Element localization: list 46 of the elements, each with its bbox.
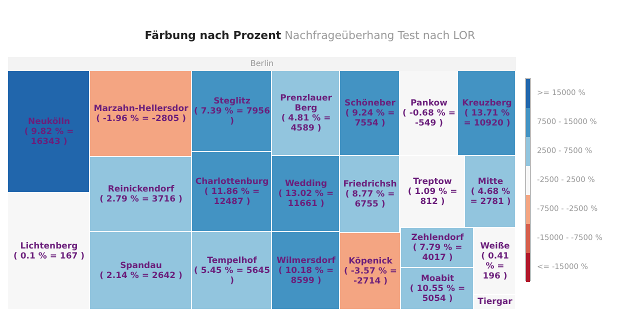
- data-label: ( -1.96 % = -2805 ): [96, 114, 186, 124]
- data-label: ( 0.1 % = 167 ): [13, 252, 85, 262]
- category-label: Schöneber: [344, 98, 396, 109]
- data-label: ( 9.24 % = 7554 ): [345, 108, 395, 129]
- category-label: Friedrichsh: [343, 180, 397, 190]
- data-label: ( 13.02 % = 11661 ): [278, 189, 334, 210]
- category-label: Lichtenberg: [20, 242, 78, 252]
- category-label: Moabit: [420, 274, 454, 284]
- data-label: ( 4.68 % = 2781 ): [470, 187, 511, 208]
- data-label: ( 4.81 % = 4589 ): [281, 114, 331, 134]
- category-label: Neukölln: [28, 117, 70, 128]
- data-label: ( -3.57 % = -2714 ): [344, 266, 397, 287]
- category-label: Prenzlauer Berg: [280, 94, 333, 114]
- category-label: Tiergar: [478, 297, 514, 308]
- category-label: Marzahn-Hellersdor: [94, 104, 190, 114]
- data-label: ( 10.18 % = 8599 ): [278, 266, 334, 286]
- data-label: ( 1.09 % = 812 ): [408, 187, 458, 208]
- data-label: ( 2.14 % = 2642 ): [100, 271, 183, 282]
- category-label: Pankow: [410, 98, 448, 109]
- category-label: Charlottenburg: [195, 177, 269, 188]
- data-label: ( 10.55 % = 5054 ): [410, 284, 466, 304]
- category-label: Wilmersdorf: [276, 256, 336, 266]
- category-label: Reinickendorf: [108, 184, 174, 195]
- data-label: ( -0.68 % = -549 ): [402, 108, 456, 129]
- category-label: Treptow: [413, 177, 452, 188]
- category-label: Tempelhof: [207, 256, 258, 266]
- category-label: Spandau: [120, 261, 162, 272]
- data-label: ( 0.41 % = 196 ): [481, 252, 509, 282]
- data-label: ( 5.45 % = 5645 ): [194, 266, 270, 286]
- category-label: Zehlendorf: [411, 233, 464, 244]
- data-label: ( 13.71 % = 10920 ): [464, 108, 510, 129]
- category-label: Weiße: [480, 242, 510, 252]
- data-label: ( 11.86 % = 12487 ): [204, 187, 260, 208]
- category-label: Mitte: [478, 177, 504, 188]
- data-label: ( 7.39 % = 7956 ): [194, 106, 270, 127]
- data-label: ( 8.77 % = 6755 ): [345, 190, 395, 210]
- category-label: Wedding: [284, 179, 328, 190]
- data-label: ( 7.79 % = 4017 ): [412, 243, 462, 264]
- category-label: Steglitz: [214, 96, 250, 107]
- data-label: ( 9.82 % = 16343 ): [24, 127, 74, 148]
- data-label: ( 2.79 % = 3716 ): [100, 194, 183, 205]
- category-label: Kreuzberg: [462, 98, 512, 109]
- text: Berlin: [250, 59, 274, 68]
- text: Nachfrageüberhang Test nach LOR: [281, 28, 476, 42]
- category-label: Köpenick: [348, 256, 393, 267]
- text: Färbung nach Prozent: [144, 28, 282, 42]
